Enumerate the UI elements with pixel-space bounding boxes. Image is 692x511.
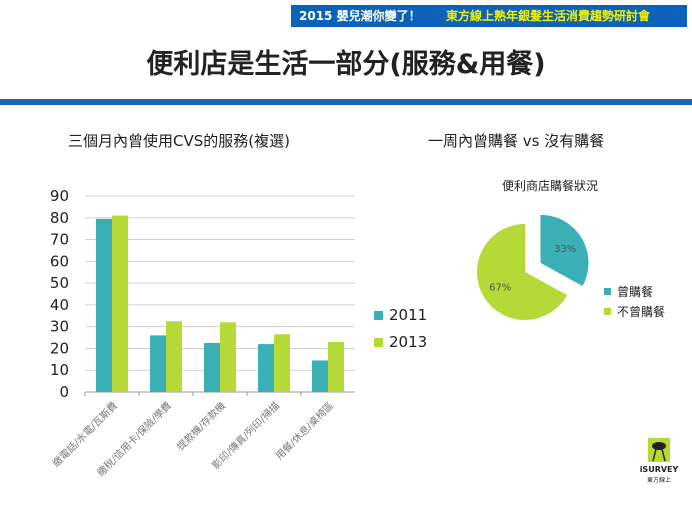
y-tick-label: 60 — [50, 252, 69, 270]
header-banner: 2015 嬰兒潮你變了！ 東方線上熟年銀髮生活消費趨勢研討會 — [291, 5, 687, 27]
legend-label: 不曾購餐 — [617, 304, 665, 319]
y-tick-label: 20 — [50, 339, 69, 357]
bar-2013 — [112, 215, 128, 392]
bar-2013 — [220, 322, 236, 392]
x-tick-label: 用餐/休息/桌椅區 — [273, 399, 336, 462]
y-tick-label: 0 — [59, 383, 69, 401]
pie-slice — [540, 214, 589, 286]
x-tick-label: 提款機/存款機 — [174, 399, 228, 453]
pie-data-label: 67% — [489, 283, 511, 294]
y-tick-label: 40 — [50, 296, 69, 314]
bar-chart-subtitle: 三個月內曾使用CVS的服務(複選) — [68, 132, 290, 150]
title-divider — [0, 99, 692, 105]
y-tick-label: 80 — [50, 209, 69, 227]
pie-data-label: 33% — [554, 244, 576, 255]
legend-swatch — [604, 288, 611, 295]
logo-legs-icon — [652, 448, 666, 462]
y-tick-label: 90 — [50, 187, 69, 205]
y-tick-label: 10 — [50, 361, 69, 379]
logo-eye-icon — [652, 442, 666, 450]
logo-subtext: 東方線上 — [647, 476, 671, 484]
logo-text: iSURVEY — [640, 465, 679, 474]
legend-swatch — [604, 308, 611, 315]
legend-label: 2011 — [389, 306, 427, 324]
bar-2011 — [312, 360, 328, 392]
banner-left: 2015 嬰兒潮你變了！ — [299, 9, 421, 23]
pie-chart-subtitle: 一周內曾購餐 vs 沒有購餐 — [428, 132, 605, 150]
legend-label: 曾購餐 — [617, 284, 653, 299]
legend-swatch — [374, 338, 383, 347]
banner-right: 東方線上熟年銀髮生活消費趨勢研討會 — [446, 9, 651, 23]
y-tick-label: 30 — [50, 318, 69, 336]
legend-swatch — [374, 311, 383, 320]
slide-title: 便利店是生活一部分(服務&用餐) — [146, 49, 546, 80]
pie-title: 便利商店購餐狀況 — [502, 178, 598, 193]
bar-2011 — [150, 335, 166, 392]
bar-2013 — [166, 321, 182, 392]
bar-2011 — [96, 218, 112, 392]
pie-slice — [477, 224, 568, 320]
legend-label: 2013 — [389, 333, 427, 351]
bar-2011 — [258, 344, 274, 392]
y-tick-label: 70 — [50, 231, 69, 249]
y-tick-label: 50 — [50, 274, 69, 292]
bar-2013 — [328, 341, 344, 392]
bar-2013 — [274, 334, 290, 392]
bar-2011 — [204, 343, 220, 392]
